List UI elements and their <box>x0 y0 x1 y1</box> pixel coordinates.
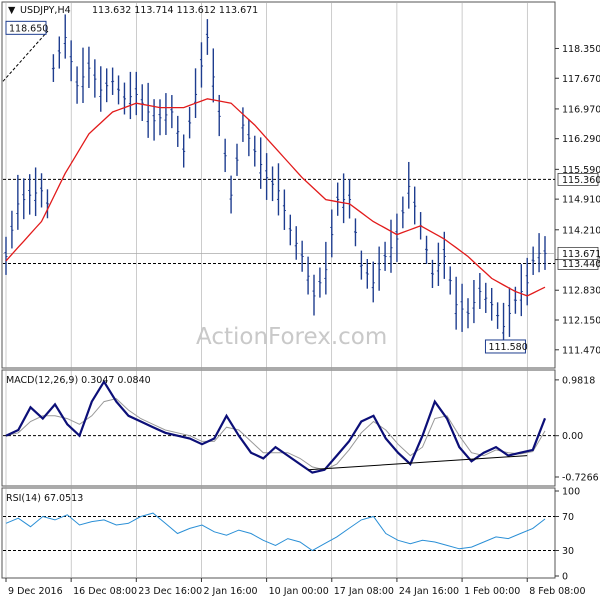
y-tick-label: 114.910 <box>562 195 600 206</box>
rsi-line <box>5 512 546 552</box>
price-series: 118.650 111.580 <box>2 14 555 354</box>
x-tick-label: 1 Feb 00:00 <box>464 586 520 597</box>
rsi-pane <box>1 487 556 579</box>
level-tag-label: 113.440 <box>562 259 600 270</box>
y-tick-label: -0.7266 <box>562 472 599 483</box>
macd-trendline <box>308 455 528 471</box>
level-tag <box>557 173 599 186</box>
macd-line <box>5 379 547 474</box>
macd-pane <box>1 369 556 487</box>
macd-series <box>3 379 555 474</box>
y-tick-label: 111.470 <box>562 345 600 356</box>
y-tick-label: 116.970 <box>562 104 600 115</box>
y-tick-label: 118.350 <box>562 44 600 55</box>
x-tick-label: 10 Jan 00:00 <box>269 586 329 597</box>
y-tick-label: 114.210 <box>562 225 600 236</box>
x-tick-label: 8 Feb 08:00 <box>529 586 585 597</box>
ohlc-readout: 113.632 113.714 113.612 113.671 <box>92 5 258 16</box>
price-callout-label: 111.580 <box>488 342 527 353</box>
y-tick-label: 0 <box>562 572 568 583</box>
y-tick-label: 0.00 <box>562 431 583 442</box>
x-tick-label: 2 Jan 16:00 <box>203 586 257 597</box>
price-callout <box>5 20 47 35</box>
y-tick-label: 117.670 <box>562 74 600 85</box>
watermark: ActionForex.com <box>196 324 387 350</box>
symbol-timeframe: USDJPY,H4 <box>20 5 71 16</box>
rsi-series <box>3 512 555 552</box>
y-tick-label: 70 <box>562 512 574 523</box>
y-tick-label: 112.150 <box>562 316 600 327</box>
current-price-tag <box>557 246 599 260</box>
x-tick-label: 23 Dec 16:00 <box>138 586 202 597</box>
macd-label: MACD(12,26,9) 0.3047 0.0840 <box>6 375 151 386</box>
moving-average-line <box>5 98 546 297</box>
price-callout <box>484 339 526 354</box>
level-tag-label: 115.360 <box>562 175 600 186</box>
y-tick-label: 100 <box>562 487 580 498</box>
collapse-triangle-icon[interactable]: ▼ <box>8 5 16 16</box>
rsi-label: RSI(14) 67.0513 <box>6 493 83 504</box>
y-tick-label: 115.590 <box>562 165 600 176</box>
y-tick-label: 30 <box>562 546 574 557</box>
y-tick-label: 112.830 <box>562 286 600 297</box>
current-price-tag-label: 113.671 <box>562 249 600 260</box>
y-tick-label: 116.290 <box>562 134 600 145</box>
y-tick-label: 0.9818 <box>562 375 595 386</box>
price-callout-label: 118.650 <box>9 23 48 34</box>
axis-labels: 9 Dec 2016 16 Dec 08:00 23 Dec 16:00 2 Jan … <box>5 44 600 597</box>
x-tick-label: 16 Dec 08:00 <box>73 586 137 597</box>
x-tick-label: 24 Jan 16:00 <box>399 586 459 597</box>
macd-signal-line <box>5 398 546 471</box>
trendline-dashed <box>2 30 49 82</box>
x-tick-label: 17 Jan 08:00 <box>334 586 394 597</box>
x-tick-label: 9 Dec 2016 <box>8 586 63 597</box>
